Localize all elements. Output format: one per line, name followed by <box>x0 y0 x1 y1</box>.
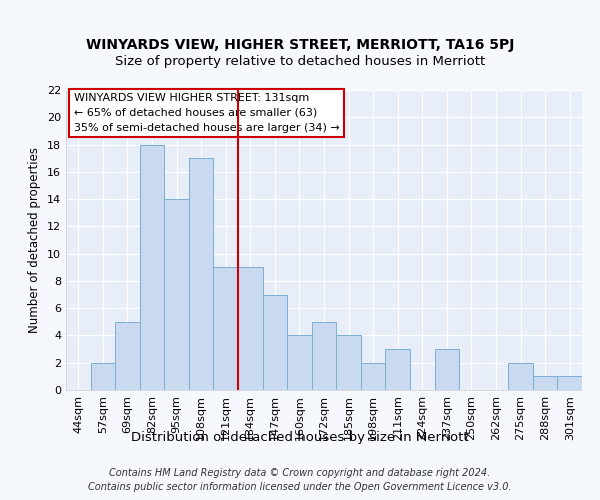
Bar <box>361 362 385 390</box>
Text: Distribution of detached houses by size in Merriott: Distribution of detached houses by size … <box>131 431 469 444</box>
Bar <box>214 268 238 390</box>
Bar <box>508 362 533 390</box>
Text: WINYARDS VIEW HIGHER STREET: 131sqm
← 65% of detached houses are smaller (63)
35: WINYARDS VIEW HIGHER STREET: 131sqm ← 65… <box>74 93 340 132</box>
Y-axis label: Number of detached properties: Number of detached properties <box>28 147 41 333</box>
Bar <box>238 268 263 390</box>
Bar <box>164 199 189 390</box>
Bar <box>385 349 410 390</box>
Bar <box>263 294 287 390</box>
Bar <box>189 158 214 390</box>
Bar <box>115 322 140 390</box>
Text: Size of property relative to detached houses in Merriott: Size of property relative to detached ho… <box>115 54 485 68</box>
Bar <box>533 376 557 390</box>
Bar <box>312 322 336 390</box>
Bar <box>287 336 312 390</box>
Text: WINYARDS VIEW, HIGHER STREET, MERRIOTT, TA16 5PJ: WINYARDS VIEW, HIGHER STREET, MERRIOTT, … <box>86 38 514 52</box>
Text: Contains public sector information licensed under the Open Government Licence v3: Contains public sector information licen… <box>88 482 512 492</box>
Bar <box>336 336 361 390</box>
Bar <box>140 144 164 390</box>
Bar <box>434 349 459 390</box>
Bar <box>91 362 115 390</box>
Bar <box>557 376 582 390</box>
Text: Contains HM Land Registry data © Crown copyright and database right 2024.: Contains HM Land Registry data © Crown c… <box>109 468 491 477</box>
